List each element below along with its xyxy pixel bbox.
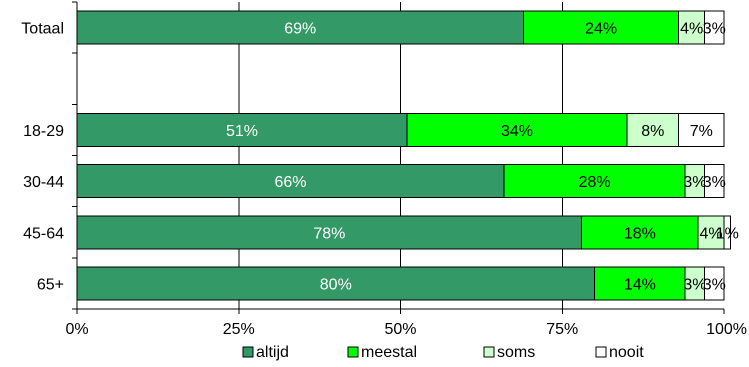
- data-label: 34%: [501, 123, 533, 140]
- data-label: 78%: [313, 225, 345, 242]
- data-label: 7%: [690, 123, 713, 140]
- data-label: 3%: [703, 21, 726, 38]
- category-label: Totaal: [21, 21, 64, 38]
- axis-layer: Totaal 18-29 30-44 45-64 65+ 0% 25% 50% 75% 100%: [21, 1, 747, 338]
- category-label: 30-44: [23, 174, 64, 191]
- bar-segment-nooit: [704, 164, 725, 199]
- legend-label: nooit: [609, 344, 644, 361]
- category-label: 45-64: [23, 225, 64, 242]
- bar-segment-altijd: [76, 164, 505, 199]
- data-label: 80%: [320, 276, 352, 293]
- category-label: 65+: [37, 276, 64, 293]
- bar-segment-meestal: [406, 112, 628, 147]
- x-tick-label: 0%: [65, 321, 88, 338]
- data-label: 3%: [683, 276, 706, 293]
- x-tick-label: 50%: [384, 321, 416, 338]
- data-label: 51%: [226, 123, 258, 140]
- data-label: 3%: [703, 174, 726, 191]
- legend-label: soms: [497, 344, 535, 361]
- bar-segment-altijd: [76, 112, 408, 147]
- data-label: 14%: [624, 276, 656, 293]
- data-label: 69%: [284, 21, 316, 38]
- x-tick-label: 100%: [706, 321, 747, 338]
- bars-layer: 69% 24% 4% 3%51% 34% 8% 7%66% 28% 3%3%78% 18% 4%1%…: [76, 10, 739, 301]
- legend-swatch-meestal: [347, 346, 359, 358]
- data-label: 66%: [274, 174, 306, 191]
- data-label: 18%: [624, 225, 656, 242]
- data-label: 4%: [680, 21, 703, 38]
- data-label: 1%: [716, 225, 739, 242]
- data-label: 4%: [699, 225, 722, 242]
- bar-segment-meestal: [581, 215, 699, 250]
- data-label: 28%: [579, 174, 611, 191]
- bar-segment-nooit: [723, 215, 731, 250]
- legend-label: meestal: [361, 344, 417, 361]
- bar-segment-soms: [678, 10, 706, 45]
- legend-swatch-nooit: [595, 346, 607, 358]
- legend: altijd meestal soms nooit: [242, 344, 644, 361]
- bar-segment-nooit: [704, 266, 725, 301]
- x-tick-label: 25%: [223, 321, 255, 338]
- legend-swatch-altijd: [242, 346, 254, 358]
- bar-segment-meestal: [503, 164, 686, 199]
- bar-segment-altijd: [76, 10, 524, 45]
- data-label: 8%: [641, 123, 664, 140]
- data-label: 3%: [703, 276, 726, 293]
- data-label: 3%: [683, 174, 706, 191]
- legend-swatch-soms: [483, 346, 495, 358]
- bar-segment-nooit: [704, 10, 725, 45]
- bar-segment-soms: [626, 112, 680, 147]
- x-tick-label: 75%: [546, 321, 578, 338]
- bar-segment-meestal: [522, 10, 680, 45]
- grid-layer: [238, 2, 563, 309]
- bar-segment-nooit: [678, 112, 725, 147]
- data-label: 24%: [585, 21, 617, 38]
- legend-label: altijd: [256, 344, 289, 361]
- category-label: 18-29: [23, 123, 64, 140]
